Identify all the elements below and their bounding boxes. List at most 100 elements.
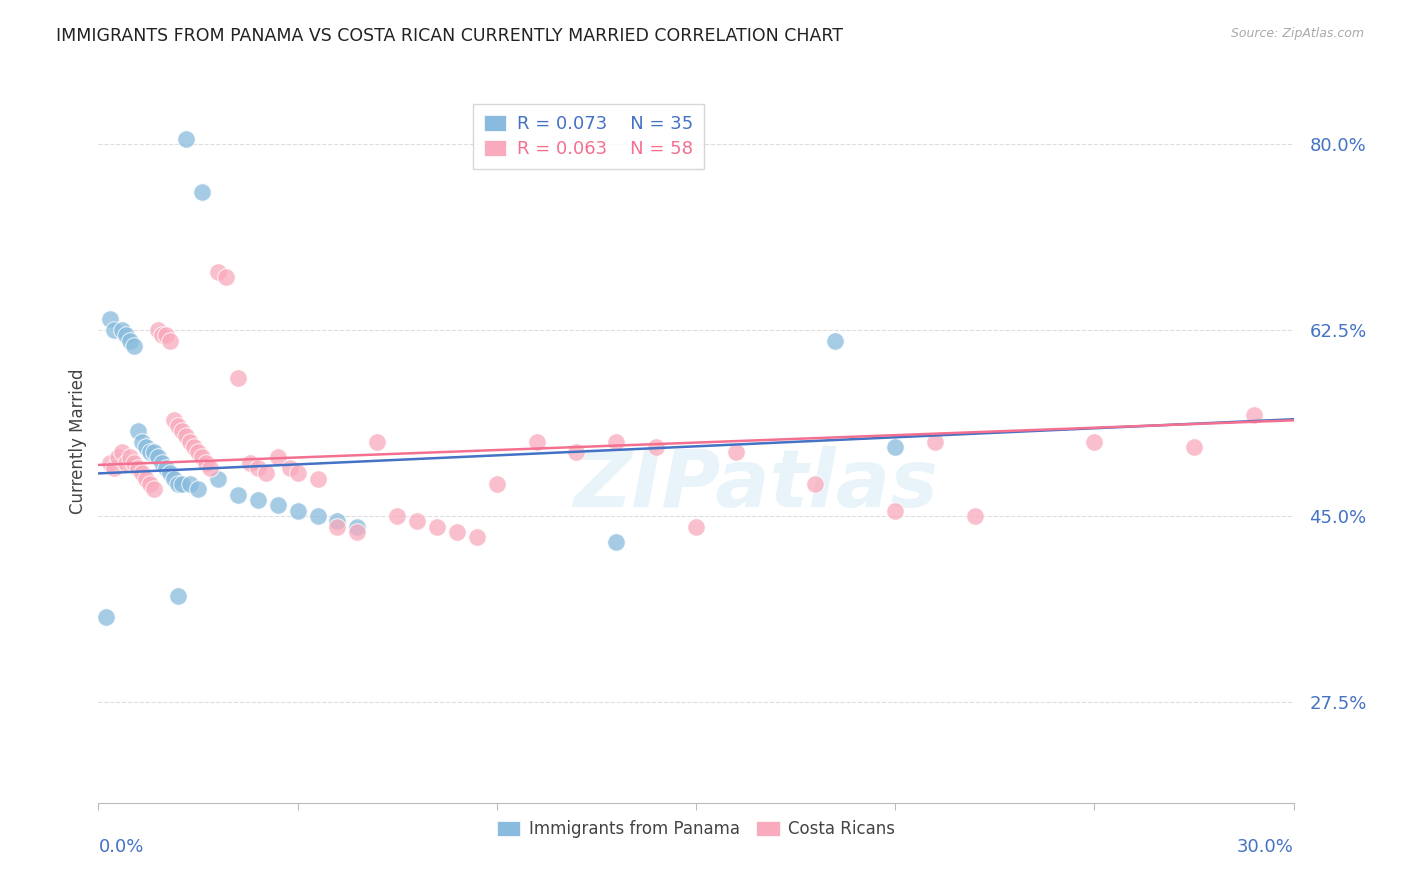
Point bbox=[187, 445, 209, 459]
Point bbox=[207, 472, 229, 486]
Point bbox=[191, 185, 214, 199]
Point bbox=[120, 334, 142, 348]
Point bbox=[287, 467, 309, 481]
Point bbox=[103, 323, 125, 337]
Point bbox=[804, 477, 827, 491]
Point bbox=[924, 434, 946, 449]
Point bbox=[159, 334, 181, 348]
Point bbox=[115, 456, 138, 470]
Point bbox=[366, 434, 388, 449]
Point bbox=[605, 535, 627, 549]
Point bbox=[127, 461, 149, 475]
Point bbox=[187, 483, 209, 497]
Point bbox=[278, 461, 301, 475]
Point bbox=[143, 445, 166, 459]
Point bbox=[215, 269, 238, 284]
Point bbox=[246, 461, 269, 475]
Point bbox=[446, 524, 468, 539]
Point bbox=[174, 132, 197, 146]
Point bbox=[605, 434, 627, 449]
Point bbox=[143, 483, 166, 497]
Point bbox=[254, 467, 277, 481]
Point bbox=[195, 456, 218, 470]
Point bbox=[207, 264, 229, 278]
Point bbox=[526, 434, 548, 449]
Point bbox=[103, 461, 125, 475]
Point bbox=[179, 477, 201, 491]
Point bbox=[107, 450, 129, 465]
Point bbox=[111, 445, 134, 459]
Point bbox=[724, 445, 747, 459]
Point bbox=[307, 472, 329, 486]
Point bbox=[824, 334, 846, 348]
Point bbox=[884, 503, 907, 517]
Point bbox=[346, 519, 368, 533]
Point bbox=[685, 519, 707, 533]
Point bbox=[131, 467, 153, 481]
Point bbox=[226, 371, 249, 385]
Point bbox=[124, 456, 146, 470]
Point bbox=[98, 312, 122, 326]
Point bbox=[198, 461, 221, 475]
Point bbox=[120, 450, 142, 465]
Point bbox=[465, 530, 488, 544]
Point bbox=[148, 450, 170, 465]
Point bbox=[267, 498, 290, 512]
Point bbox=[326, 519, 349, 533]
Text: Source: ZipAtlas.com: Source: ZipAtlas.com bbox=[1230, 27, 1364, 40]
Point bbox=[131, 434, 153, 449]
Point bbox=[385, 508, 409, 523]
Point bbox=[167, 589, 190, 603]
Point bbox=[287, 503, 309, 517]
Point bbox=[191, 450, 214, 465]
Point bbox=[183, 440, 205, 454]
Point bbox=[163, 472, 186, 486]
Point bbox=[1243, 408, 1265, 422]
Point bbox=[565, 445, 588, 459]
Point bbox=[163, 413, 186, 427]
Point bbox=[1182, 440, 1205, 454]
Point bbox=[267, 450, 290, 465]
Point bbox=[226, 488, 249, 502]
Point bbox=[111, 323, 134, 337]
Point bbox=[98, 456, 122, 470]
Point bbox=[485, 477, 508, 491]
Point bbox=[307, 508, 329, 523]
Point bbox=[239, 456, 262, 470]
Text: ZIPatlas: ZIPatlas bbox=[574, 446, 938, 524]
Legend: Immigrants from Panama, Costa Ricans: Immigrants from Panama, Costa Ricans bbox=[491, 814, 901, 845]
Point bbox=[1083, 434, 1105, 449]
Point bbox=[135, 472, 157, 486]
Point bbox=[139, 477, 162, 491]
Point bbox=[172, 424, 194, 438]
Point bbox=[139, 445, 162, 459]
Point bbox=[884, 440, 907, 454]
Point bbox=[326, 514, 349, 528]
Text: 30.0%: 30.0% bbox=[1237, 838, 1294, 855]
Point bbox=[179, 434, 201, 449]
Point bbox=[406, 514, 429, 528]
Y-axis label: Currently Married: Currently Married bbox=[69, 368, 87, 515]
Point bbox=[174, 429, 197, 443]
Point bbox=[167, 477, 190, 491]
Text: 0.0%: 0.0% bbox=[98, 838, 143, 855]
Point bbox=[135, 440, 157, 454]
Point bbox=[115, 328, 138, 343]
Point bbox=[127, 424, 149, 438]
Point bbox=[426, 519, 449, 533]
Point bbox=[96, 610, 118, 624]
Point bbox=[155, 461, 177, 475]
Text: IMMIGRANTS FROM PANAMA VS COSTA RICAN CURRENTLY MARRIED CORRELATION CHART: IMMIGRANTS FROM PANAMA VS COSTA RICAN CU… bbox=[56, 27, 844, 45]
Point bbox=[159, 467, 181, 481]
Point bbox=[963, 508, 986, 523]
Point bbox=[148, 323, 170, 337]
Point bbox=[346, 524, 368, 539]
Point bbox=[167, 418, 190, 433]
Point bbox=[172, 477, 194, 491]
Point bbox=[150, 456, 173, 470]
Point bbox=[124, 339, 146, 353]
Point bbox=[150, 328, 173, 343]
Point bbox=[246, 493, 269, 508]
Point bbox=[155, 328, 177, 343]
Point bbox=[645, 440, 668, 454]
